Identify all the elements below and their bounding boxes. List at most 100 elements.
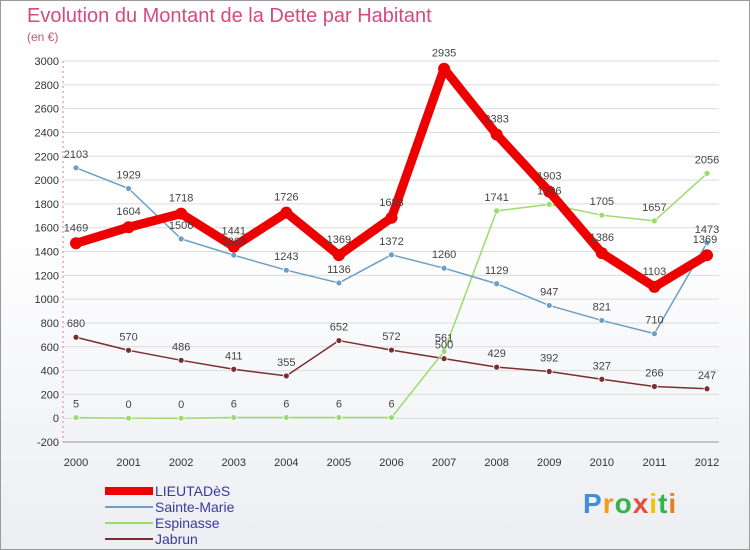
data-label: 1796 — [537, 185, 561, 197]
data-label: 5 — [73, 399, 79, 411]
data-point — [122, 221, 135, 234]
data-point — [703, 239, 711, 247]
legend-label: Sainte-Marie — [155, 499, 235, 515]
logo-letter: r — [602, 488, 615, 519]
y-tick-label: 800 — [41, 318, 59, 330]
data-point — [230, 414, 238, 421]
legend-label: Jabrun — [155, 531, 198, 547]
data-point — [335, 414, 343, 421]
data-label: 411 — [225, 350, 243, 362]
data-label: 2103 — [64, 149, 88, 161]
data-point — [335, 279, 343, 287]
data-point — [385, 211, 398, 224]
legend: LIEUTADèS Sainte-Marie Espinasse Jabrun — [105, 483, 325, 547]
data-point — [70, 237, 82, 250]
data-label: 355 — [277, 357, 295, 369]
data-label: 1103 — [643, 266, 667, 278]
data-label: 1369 — [693, 234, 717, 246]
logo-letter: x — [632, 488, 650, 519]
data-label: 1506 — [169, 220, 193, 232]
y-tick-label: 1600 — [35, 223, 59, 235]
data-point — [595, 247, 608, 260]
data-point — [703, 169, 711, 177]
data-label: 1657 — [642, 202, 666, 214]
data-point — [280, 206, 293, 219]
data-label: 1903 — [537, 171, 561, 183]
y-tick-label: 1200 — [35, 270, 59, 282]
data-label: 1473 — [695, 224, 719, 236]
data-label: 1441 — [222, 226, 246, 238]
data-label: 1705 — [590, 196, 614, 208]
x-tick-label: 2012 — [695, 457, 719, 469]
data-point — [648, 280, 661, 293]
data-label: 1369 — [222, 236, 246, 248]
data-point — [598, 317, 606, 324]
legend-label: Espinasse — [155, 515, 220, 531]
x-tick-label: 2007 — [432, 457, 456, 469]
data-point — [545, 368, 553, 375]
x-tick-label: 2000 — [64, 457, 88, 469]
data-label: 0 — [178, 399, 184, 411]
data-label: 6 — [231, 398, 237, 410]
data-label: 652 — [330, 322, 348, 334]
data-label: 1604 — [116, 206, 140, 218]
data-point — [440, 264, 448, 272]
data-label: 570 — [119, 331, 137, 343]
data-point — [388, 251, 395, 259]
data-label: 327 — [593, 360, 611, 372]
legend-item: Sainte-Marie — [105, 499, 325, 515]
data-point — [177, 235, 185, 243]
data-label: 1129 — [485, 265, 509, 277]
logo-letter: t — [658, 488, 669, 519]
data-point — [332, 249, 345, 262]
data-label: 429 — [487, 348, 505, 360]
y-tick-label: 600 — [41, 342, 59, 354]
y-tick-label: 1800 — [35, 199, 59, 211]
y-tick-label: 2400 — [35, 127, 59, 139]
x-tick-label: 2002 — [169, 457, 193, 469]
y-tick-label: 2600 — [35, 104, 59, 116]
x-tick-label: 2008 — [484, 457, 508, 469]
legend-swatch — [105, 538, 153, 540]
legend-item: LIEUTADèS — [105, 483, 325, 499]
data-label: 1469 — [64, 222, 88, 234]
data-point — [177, 356, 185, 364]
data-label: 2056 — [695, 154, 719, 166]
data-label: 392 — [540, 353, 558, 365]
data-point — [177, 414, 185, 422]
data-label: 2935 — [432, 48, 456, 60]
data-point — [543, 185, 556, 198]
data-label: 1726 — [274, 192, 298, 204]
data-point — [72, 414, 80, 421]
data-label: 821 — [593, 301, 611, 313]
data-point — [125, 346, 132, 354]
x-tick-label: 2009 — [537, 457, 561, 469]
data-label: 1718 — [169, 193, 193, 205]
data-label: 1683 — [379, 197, 403, 209]
y-tick-label: 1000 — [35, 294, 59, 306]
data-label: 680 — [67, 318, 85, 330]
data-label: 500 — [435, 340, 453, 352]
data-point — [335, 337, 343, 344]
logo-letter: i — [668, 488, 678, 519]
legend-item: Jabrun — [105, 531, 325, 547]
y-tick-label: 2000 — [35, 175, 59, 187]
y-tick-label: 2800 — [35, 80, 59, 92]
y-tick-label: 3000 — [35, 56, 59, 68]
data-point — [438, 62, 451, 75]
x-tick-label: 2004 — [274, 457, 298, 469]
y-tick-label: -200 — [37, 437, 59, 449]
y-tick-label: 400 — [41, 366, 59, 378]
data-point — [490, 128, 503, 141]
data-point — [545, 302, 553, 309]
data-label: 6 — [388, 398, 394, 410]
data-label: 1741 — [484, 192, 508, 204]
legend-item: Espinasse — [105, 515, 325, 531]
series-line-jabrun — [75, 336, 708, 390]
data-point — [230, 365, 238, 373]
data-label: 1136 — [327, 264, 351, 276]
proxiti-logo: Proxiti — [583, 488, 677, 520]
x-tick-label: 2003 — [222, 457, 246, 469]
